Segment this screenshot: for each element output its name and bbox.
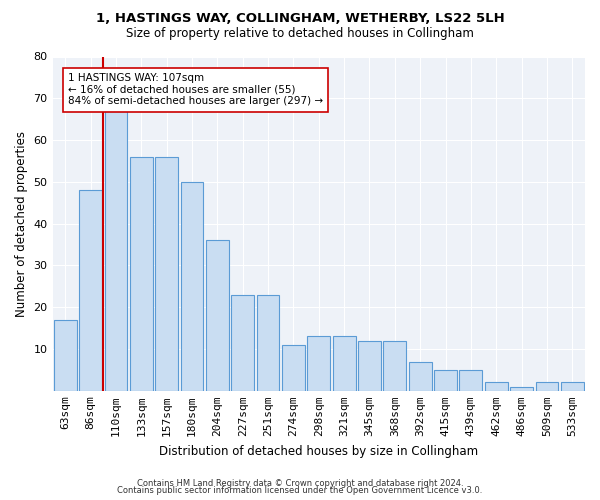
Bar bbox=[79, 190, 102, 391]
Bar bbox=[485, 382, 508, 391]
Text: Contains public sector information licensed under the Open Government Licence v3: Contains public sector information licen… bbox=[118, 486, 482, 495]
Y-axis label: Number of detached properties: Number of detached properties bbox=[15, 130, 28, 316]
Bar bbox=[561, 382, 584, 391]
X-axis label: Distribution of detached houses by size in Collingham: Distribution of detached houses by size … bbox=[159, 444, 478, 458]
Bar bbox=[460, 370, 482, 391]
Text: Contains HM Land Registry data © Crown copyright and database right 2024.: Contains HM Land Registry data © Crown c… bbox=[137, 478, 463, 488]
Bar bbox=[434, 370, 457, 391]
Text: Size of property relative to detached houses in Collingham: Size of property relative to detached ho… bbox=[126, 28, 474, 40]
Bar bbox=[206, 240, 229, 391]
Bar bbox=[409, 362, 431, 391]
Bar bbox=[181, 182, 203, 391]
Bar bbox=[307, 336, 330, 391]
Text: 1 HASTINGS WAY: 107sqm
← 16% of detached houses are smaller (55)
84% of semi-det: 1 HASTINGS WAY: 107sqm ← 16% of detached… bbox=[68, 73, 323, 106]
Bar bbox=[383, 340, 406, 391]
Bar bbox=[54, 320, 77, 391]
Bar bbox=[257, 294, 280, 391]
Bar bbox=[358, 340, 381, 391]
Bar bbox=[130, 157, 152, 391]
Bar bbox=[231, 294, 254, 391]
Bar bbox=[282, 345, 305, 391]
Bar bbox=[510, 386, 533, 391]
Bar bbox=[155, 157, 178, 391]
Bar bbox=[536, 382, 559, 391]
Bar bbox=[333, 336, 356, 391]
Bar bbox=[104, 111, 127, 391]
Text: 1, HASTINGS WAY, COLLINGHAM, WETHERBY, LS22 5LH: 1, HASTINGS WAY, COLLINGHAM, WETHERBY, L… bbox=[95, 12, 505, 26]
